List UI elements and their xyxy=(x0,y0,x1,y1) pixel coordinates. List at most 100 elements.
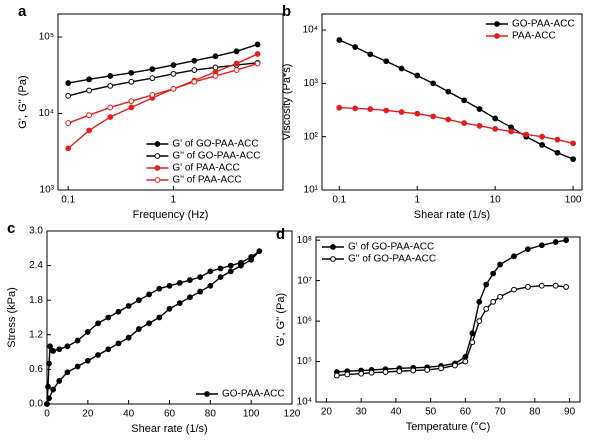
series-line xyxy=(67,62,258,124)
plot-frame xyxy=(46,230,293,405)
data-point xyxy=(125,303,132,309)
panel-label: d xyxy=(276,226,285,243)
data-point xyxy=(410,367,417,374)
data-point xyxy=(248,256,255,263)
data-point xyxy=(146,291,152,298)
y-tick-label: 3.0 xyxy=(29,226,43,237)
data-point xyxy=(358,370,365,377)
data-point xyxy=(424,367,431,373)
y-tick-label: 10⁴ xyxy=(303,25,318,36)
data-point xyxy=(217,265,224,272)
legend-label: GO-PAA-ACC xyxy=(222,389,285,400)
x-tick-label: 30 xyxy=(356,407,368,418)
data-point xyxy=(128,104,135,111)
data-point xyxy=(197,274,204,281)
y-axis-label: Viscosity (Pa*s) xyxy=(281,64,293,141)
data-point xyxy=(414,72,421,79)
y-tick-label: 10³ xyxy=(40,185,55,196)
x-tick-label: 100 xyxy=(243,409,260,420)
y-axis-label: G', G'' (Pa) xyxy=(275,293,287,346)
panel-label: b xyxy=(282,3,291,20)
series-line xyxy=(68,43,258,84)
data-point xyxy=(86,112,93,119)
data-point xyxy=(176,300,183,306)
data-point xyxy=(398,109,405,115)
x-tick-label: 90 xyxy=(564,407,576,418)
data-point xyxy=(146,320,152,327)
data-point xyxy=(166,305,173,312)
data-point xyxy=(563,237,570,244)
x-tick-label: 40 xyxy=(123,409,135,420)
plot-frame xyxy=(321,13,583,191)
data-point xyxy=(256,248,263,255)
data-point xyxy=(476,106,483,112)
data-point xyxy=(367,106,374,112)
x-tick-label: 80 xyxy=(205,409,217,420)
data-point xyxy=(476,122,483,129)
data-point xyxy=(396,368,403,375)
x-tick-label: 1 xyxy=(414,195,420,206)
data-point xyxy=(107,104,114,111)
data-point xyxy=(212,53,219,60)
data-point xyxy=(524,246,531,253)
data-point xyxy=(227,262,234,269)
data-point xyxy=(149,66,156,73)
legend-label: G' of GO-PAA-ACC xyxy=(348,242,434,253)
x-tick-label: 60 xyxy=(460,407,472,418)
x-tick-label: 120 xyxy=(284,409,301,420)
data-point xyxy=(554,136,561,143)
data-point xyxy=(483,281,490,288)
data-point xyxy=(254,41,261,48)
data-point xyxy=(207,268,214,275)
data-point xyxy=(65,120,72,126)
x-axis-label: Frequency (Hz) xyxy=(133,209,209,221)
data-point xyxy=(84,329,91,335)
data-point xyxy=(107,73,114,79)
data-point xyxy=(191,67,198,73)
legend-marker xyxy=(494,21,500,27)
x-tick-label: 100 xyxy=(565,195,582,206)
data-point xyxy=(74,363,81,370)
data-point xyxy=(570,140,577,147)
data-point xyxy=(554,149,561,156)
data-point xyxy=(128,69,135,76)
data-point xyxy=(563,284,570,290)
y-tick-label: 10⁶ xyxy=(297,316,312,327)
data-point xyxy=(135,297,142,304)
y-tick-label: 10⁷ xyxy=(297,275,312,286)
legend-marker xyxy=(204,391,210,397)
panel-label: a xyxy=(18,3,27,20)
data-point xyxy=(187,277,193,283)
data-point xyxy=(368,369,375,376)
data-point xyxy=(176,280,183,286)
y-axis-label: Stress (kPa) xyxy=(6,287,18,348)
series-line xyxy=(46,250,260,405)
data-point xyxy=(191,78,198,85)
data-point xyxy=(227,268,234,275)
data-point xyxy=(166,282,173,289)
x-tick-label: 20 xyxy=(82,409,94,420)
y-tick-label: 1.2 xyxy=(29,329,43,340)
legend-marker xyxy=(154,153,161,159)
data-point xyxy=(508,128,514,135)
data-point xyxy=(44,401,50,407)
legend-label: PAA-ACC xyxy=(512,31,556,42)
x-axis-label: Shear rate (1/s) xyxy=(414,209,490,221)
x-tick-label: 40 xyxy=(390,407,402,418)
data-point xyxy=(539,142,546,148)
y-tick-label: 0.0 xyxy=(29,399,43,410)
data-point xyxy=(538,242,545,249)
data-point xyxy=(352,44,359,50)
data-point xyxy=(115,340,122,347)
data-point xyxy=(233,67,240,73)
y-tick-label: 10⁵ xyxy=(39,32,54,43)
data-point xyxy=(333,372,340,379)
data-point xyxy=(445,116,452,123)
data-point xyxy=(492,125,499,132)
data-point xyxy=(538,282,545,289)
data-point xyxy=(105,314,112,321)
plot-frame xyxy=(57,13,284,191)
data-point xyxy=(149,75,156,82)
y-tick-label: 10² xyxy=(304,131,319,142)
